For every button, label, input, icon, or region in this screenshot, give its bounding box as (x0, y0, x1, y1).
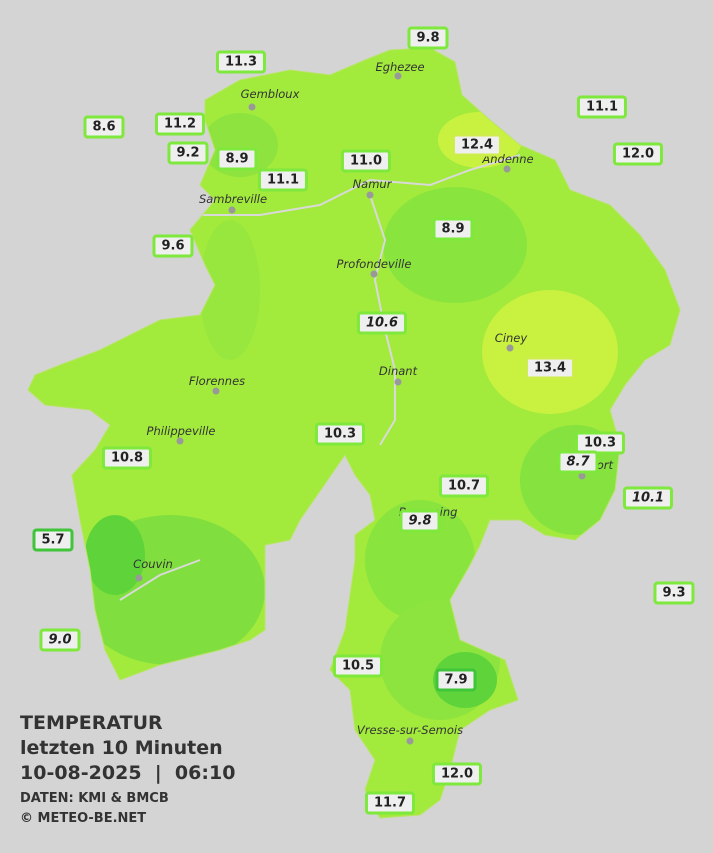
station-temp: 5.7 (32, 528, 74, 552)
legend-copyright: © METEO-BE.NET (20, 811, 147, 826)
place-dot (135, 574, 143, 582)
station-temp: 11.1 (576, 95, 628, 119)
place-dot (176, 437, 184, 445)
station-temp: 11.2 (154, 112, 206, 136)
station-temp: 11.3 (215, 50, 267, 74)
place-name: Philippeville (146, 424, 216, 438)
station-temp: 12.0 (612, 142, 664, 166)
place-name: Sambreville (198, 192, 268, 206)
place-name: Namur (352, 177, 392, 191)
station-temp: 10.7 (438, 474, 490, 498)
station-temp: 9.8 (399, 509, 441, 533)
station-temp: 8.7 (557, 450, 599, 474)
place-dot (228, 206, 236, 214)
station-temp: 9.2 (167, 141, 209, 165)
place-dot (366, 191, 374, 199)
place-name: Dinant (378, 364, 418, 378)
station-temp: 11.0 (340, 149, 392, 173)
legend-title: TEMPERATUR (20, 712, 163, 734)
station-temp: 11.1 (257, 168, 309, 192)
place-name: Eghezee (375, 60, 425, 74)
station-temp: 8.6 (83, 115, 125, 139)
place-dot (406, 737, 414, 745)
station-temp: 12.4 (451, 133, 503, 157)
station-temp: 9.6 (152, 234, 194, 258)
station-temp: 9.0 (39, 628, 81, 652)
place-dot (503, 165, 511, 173)
legend-source: DATEN: KMI & BMCB (20, 791, 169, 806)
place-name: Gembloux (240, 87, 300, 101)
station-temp: 10.5 (332, 654, 384, 678)
station-temp: 10.8 (101, 446, 153, 470)
station-temp: 10.1 (622, 486, 674, 510)
station-temp: 10.3 (574, 431, 626, 455)
station-temp: 8.9 (216, 147, 258, 171)
place-dot (578, 472, 586, 480)
place-dot (506, 344, 514, 352)
place-dot (212, 387, 220, 395)
place-dot (394, 72, 402, 80)
legend-datetime: 10-08-2025 | 06:10 (20, 762, 236, 784)
station-temp: 12.0 (431, 762, 483, 786)
station-temp: 9.8 (407, 26, 449, 50)
place-name: Vresse-sur-Semois (356, 723, 464, 737)
station-temp: 11.7 (364, 791, 416, 815)
place-name: Profondeville (336, 257, 412, 271)
station-temp: 9.3 (653, 581, 695, 605)
station-temp: 7.9 (435, 668, 477, 692)
station-temp: 13.4 (524, 356, 576, 380)
place-dot (370, 270, 378, 278)
place-name: Couvin (133, 557, 173, 571)
station-temp: 8.9 (432, 217, 474, 241)
place-name: Ciney (494, 331, 528, 345)
legend-subtitle: letzten 10 Minuten (20, 737, 223, 759)
place-dot (248, 103, 256, 111)
place-dot (394, 378, 402, 386)
station-temp: 10.3 (314, 422, 366, 446)
station-temp: 10.6 (356, 311, 408, 335)
place-name: Florennes (188, 374, 246, 388)
